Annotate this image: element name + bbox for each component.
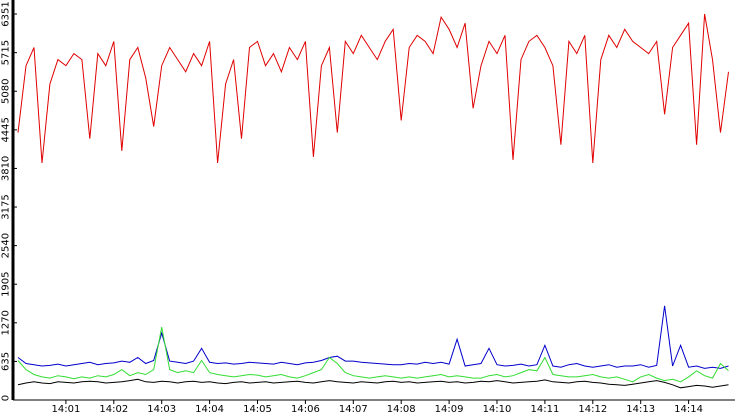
y-tick-label: 1905 [0, 271, 11, 296]
x-tick-label: 14:07 [339, 404, 368, 415]
y-tick-label: 5080 [0, 79, 11, 104]
y-tick-label: 3810 [0, 156, 11, 181]
x-tick-label: 14:10 [483, 404, 512, 415]
y-tick-label: 2540 [0, 233, 11, 258]
x-tick-label: 14:05 [243, 404, 272, 415]
y-tick-label: 5715 [0, 40, 11, 65]
x-tick-label: 14:02 [99, 404, 128, 415]
y-tick-label: 635 [0, 352, 11, 371]
x-tick-label: 14:11 [530, 404, 559, 415]
x-tick-label: 14:06 [291, 404, 320, 415]
x-tick-label: 14:12 [578, 404, 607, 415]
y-tick-label: 4445 [0, 117, 11, 142]
x-tick-label: 14:14 [674, 404, 703, 415]
series-line [17, 305, 729, 369]
x-tick-label: 14:08 [387, 404, 416, 415]
y-tick-label: 6351 [0, 1, 11, 26]
x-tick-label: 14:01 [51, 404, 80, 415]
series-line [17, 327, 729, 383]
series-line [17, 378, 729, 389]
y-tick-label: 0 [0, 395, 11, 401]
y-tick-label: 3175 [0, 194, 11, 219]
x-tick-label: 14:13 [626, 404, 655, 415]
x-tick-label: 14:04 [195, 404, 224, 415]
x-tick-label: 14:09 [435, 404, 464, 415]
x-tick-label: 14:03 [147, 404, 176, 415]
series-line [17, 13, 729, 164]
y-tick-label: 1270 [0, 310, 11, 335]
